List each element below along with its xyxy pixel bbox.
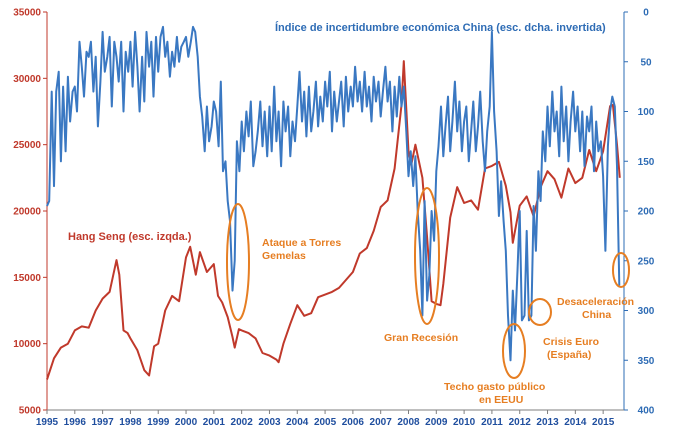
x-tick-label: 2011: [481, 417, 503, 428]
annotation-ellipse-gran-recesion: [414, 187, 440, 325]
annotation-ellipse-torres-gemelas: [226, 203, 250, 321]
annotation-ellipse-techo-gasto: [502, 323, 526, 379]
right-tick-label: 350: [638, 356, 655, 367]
x-tick-label: 1995: [36, 417, 59, 428]
x-tick-label: 2010: [453, 417, 476, 428]
left-tick-label: 10000: [13, 339, 41, 350]
left-tick-label: 30000: [13, 74, 41, 85]
uncertainty-index-line: [46, 25, 621, 362]
x-tick-label: 1998: [119, 417, 142, 428]
x-tick-label: 1996: [64, 417, 87, 428]
x-tick-label: 2000: [175, 417, 198, 428]
right-tick-label: 50: [640, 57, 652, 68]
left-axis-ticks: 5000 10000 15000 20000 25000 30000 35000: [13, 8, 47, 417]
annotation-techo-gasto-line1: Techo gasto público: [444, 381, 545, 393]
hang-seng-label: Hang Seng (esc. izqda.): [68, 231, 192, 243]
right-tick-label: 100: [638, 107, 655, 118]
x-tick-label: 2014: [564, 417, 587, 428]
chart-title: Índice de incertidumbre económica China …: [275, 21, 606, 34]
hang-seng-line: [46, 60, 621, 380]
annotation-crisis-euro-line2: (España): [547, 349, 591, 361]
x-tick-label: 1999: [147, 417, 170, 428]
annotation-torres-gemelas-line1: Ataque a Torres: [262, 237, 341, 249]
x-tick-label: 2005: [314, 417, 337, 428]
x-tick-label: 2015: [592, 417, 615, 428]
x-tick-label: 2004: [286, 417, 309, 428]
left-tick-label: 15000: [13, 273, 41, 284]
x-tick-label: 2008: [397, 417, 420, 428]
x-tick-label: 2002: [231, 417, 254, 428]
right-tick-label: 250: [638, 256, 655, 267]
x-axis-ticks: 1995 1996 1997 1998 1999 2000 2001 2002 2003 2004…: [36, 410, 615, 428]
x-tick-label: 2007: [370, 417, 393, 428]
right-tick-label: 400: [638, 406, 655, 417]
x-tick-label: 2013: [536, 417, 559, 428]
right-tick-label: 300: [638, 306, 655, 317]
left-tick-label: 25000: [13, 140, 41, 151]
right-axis-ticks: 0 50 100 150 200 250 300 350 400: [624, 8, 655, 417]
annotation-gran-recesion: Gran Recesión: [384, 332, 458, 344]
annotation-torres-gemelas-line2: Gemelas: [262, 250, 306, 262]
annotation-ellipse-crisis-euro: [528, 298, 552, 326]
right-tick-label: 200: [638, 207, 655, 218]
left-tick-label: 5000: [19, 406, 42, 417]
annotation-desaceleracion-line2: China: [582, 309, 611, 321]
x-tick-label: 2012: [509, 417, 532, 428]
left-tick-label: 35000: [13, 8, 41, 19]
right-tick-label: 0: [643, 8, 649, 19]
annotation-crisis-euro-line1: Crisis Euro: [543, 336, 599, 348]
left-tick-label: 20000: [13, 207, 41, 218]
x-tick-label: 1997: [91, 417, 114, 428]
annotation-ellipse-desaceleracion: [612, 252, 630, 288]
x-tick-label: 2003: [258, 417, 281, 428]
x-tick-label: 2009: [425, 417, 448, 428]
x-tick-label: 2006: [342, 417, 365, 428]
right-tick-label: 150: [638, 157, 655, 168]
annotation-desaceleracion-line1: Desaceleración: [557, 296, 634, 308]
x-tick-label: 2001: [203, 417, 226, 428]
annotation-techo-gasto-line2: en EEUU: [479, 394, 523, 406]
